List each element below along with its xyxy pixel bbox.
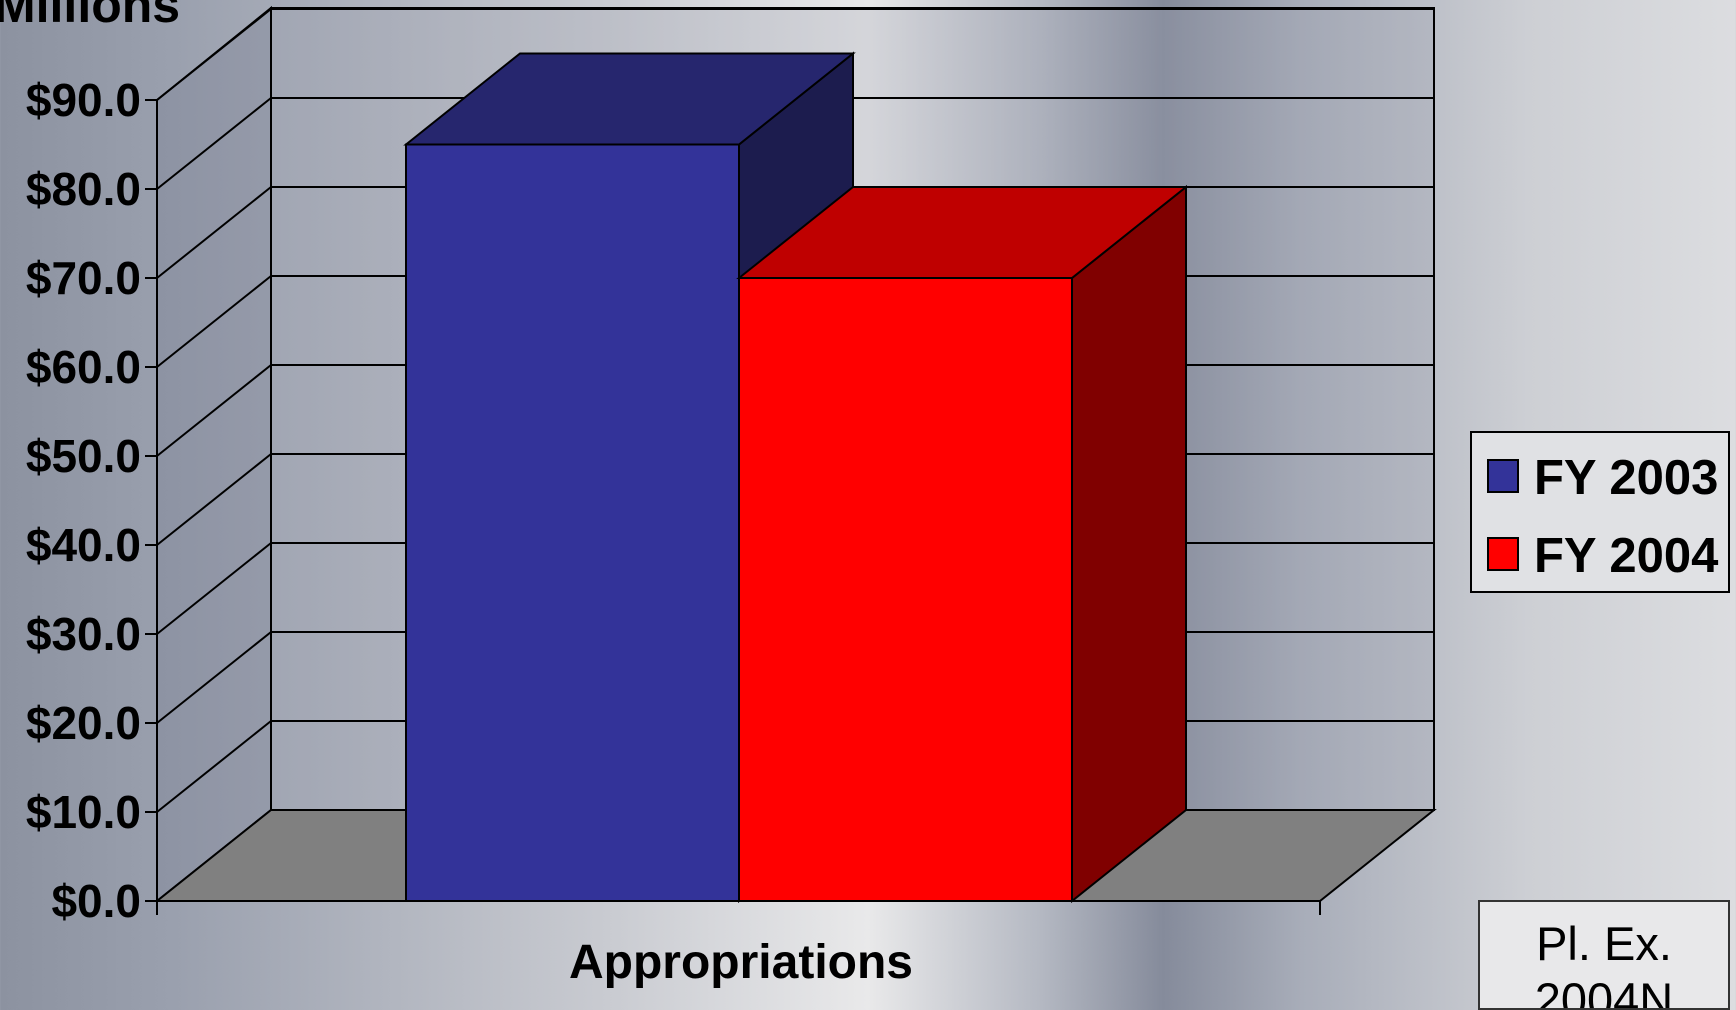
exhibit-label-line2: 2004N <box>1534 973 1674 1010</box>
y-tick-label: $40.0 <box>26 519 141 571</box>
bar-front <box>405 143 740 902</box>
y-tick-label: $80.0 <box>26 163 141 215</box>
gridline-side <box>156 275 272 368</box>
legend-swatch-fy2003 <box>1487 459 1519 493</box>
gridline-side <box>156 97 272 190</box>
gridline-side <box>156 631 272 724</box>
gridline-side <box>156 364 272 457</box>
bar-side <box>1071 184 1187 904</box>
y-tick-label: $30.0 <box>26 608 141 660</box>
y-axis-ticks: $0.0 $10.0 $20.0 $30.0 $40.0 $50.0 $60.0 $70.0 $… <box>26 74 157 927</box>
legend: FY 2003 FY 2004 <box>1470 431 1730 593</box>
legend-label-fy2003: FY 2003 <box>1534 451 1718 505</box>
gridline-side <box>156 8 272 101</box>
y-tick-label: $60.0 <box>26 341 141 393</box>
legend-label-fy2004: FY 2004 <box>1534 529 1718 583</box>
y-tick-label: $0.0 <box>51 875 141 927</box>
y-axis-title: Millions <box>0 0 180 33</box>
y-tick-label: $10.0 <box>26 786 141 838</box>
bar-top <box>736 186 1189 279</box>
bar-fy-2004 <box>736 184 1189 904</box>
y-tick-label: $20.0 <box>26 697 141 749</box>
bar-top <box>403 52 856 146</box>
legend-swatch-fy2004 <box>1487 537 1519 571</box>
exhibit-label: Pl. Ex. 2004N <box>1478 900 1730 1010</box>
y-tick-label: $50.0 <box>26 430 141 482</box>
gridline-side <box>156 453 272 546</box>
y-tick-label: $90.0 <box>26 74 141 126</box>
exhibit-label-line1: Pl. Ex. <box>1536 917 1672 970</box>
y-tick-label: $70.0 <box>26 252 141 304</box>
gridline-side <box>156 542 272 635</box>
x-category-label: Appropriations <box>569 936 913 989</box>
bar-front <box>738 277 1073 902</box>
gridline-side <box>156 186 272 279</box>
gridline-side <box>156 720 272 813</box>
bars <box>403 51 1189 904</box>
